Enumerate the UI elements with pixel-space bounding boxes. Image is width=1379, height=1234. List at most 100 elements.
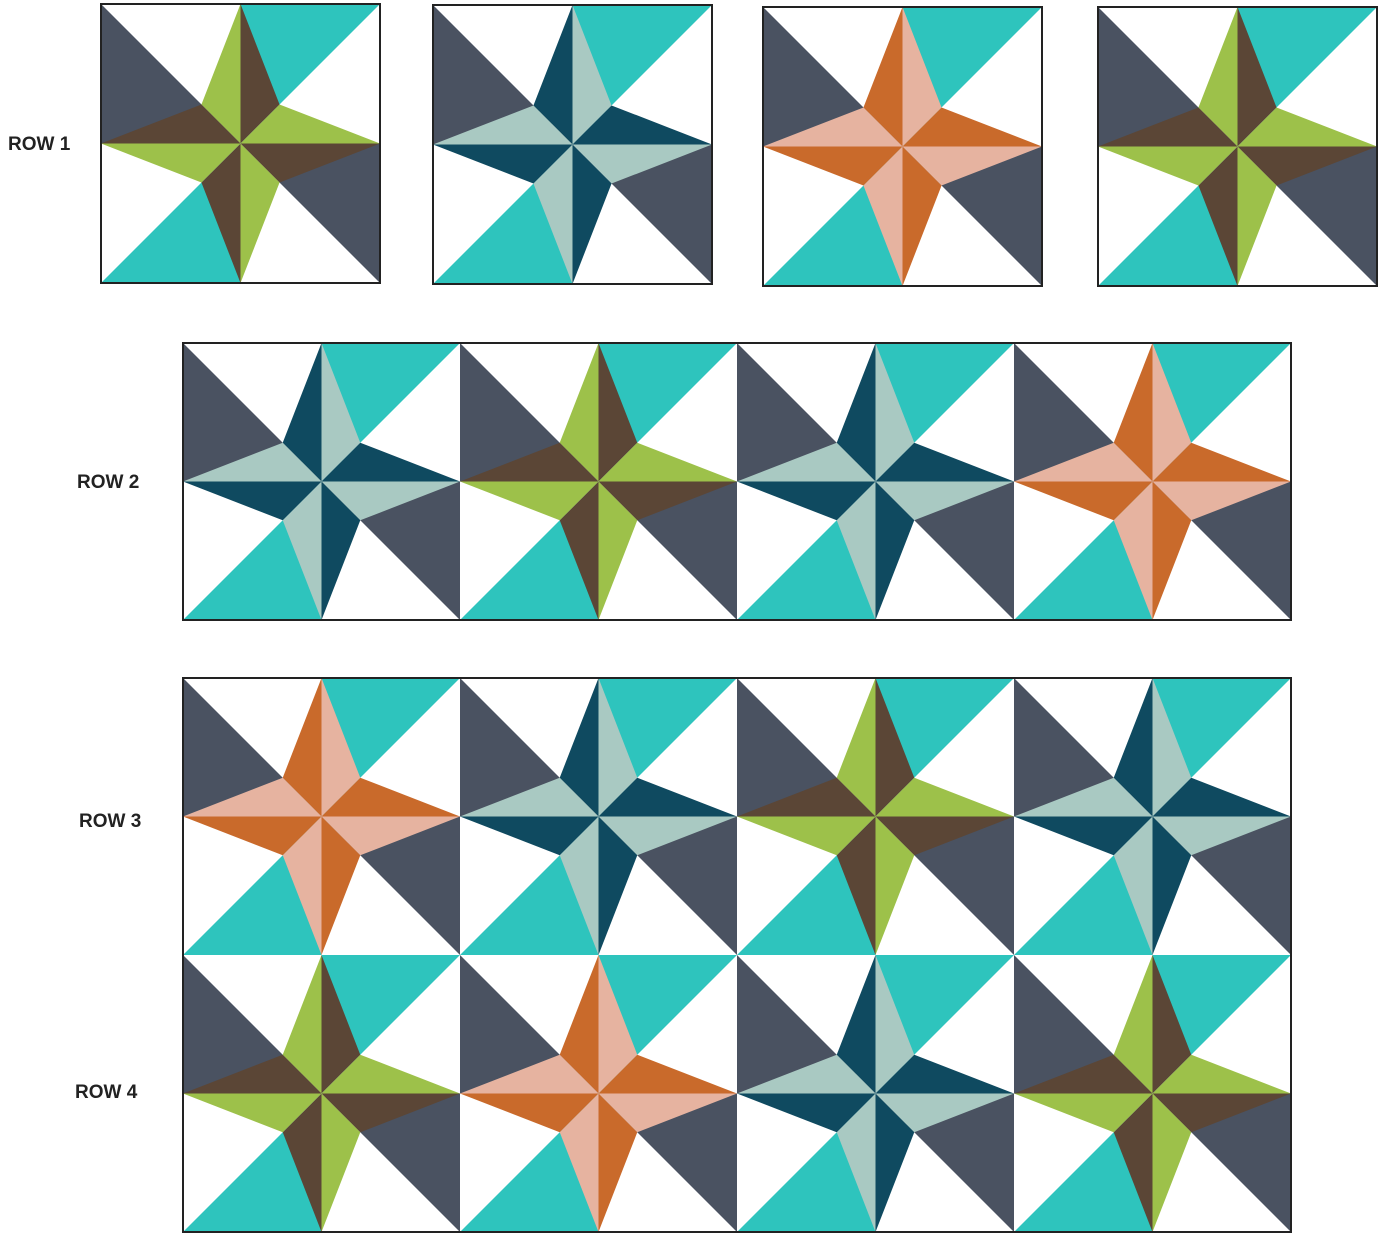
star-half [875,1093,1014,1133]
star-half [240,104,380,144]
star-half [1152,1093,1291,1133]
star-half [1152,816,1291,856]
star-half [1152,1093,1192,1232]
star-half [572,105,712,145]
star-half [875,343,915,482]
star-half [1014,481,1153,521]
star-half [1152,1054,1291,1094]
star-half [763,146,903,186]
star-half [321,1054,460,1094]
star-half [902,146,1042,186]
star-half [1152,816,1192,955]
star-half [572,144,712,184]
star-half [1113,1093,1153,1232]
star-half [321,678,361,817]
star-half [598,442,737,482]
star-half [1152,777,1291,817]
star-half [1237,146,1277,286]
star-half [1152,481,1291,521]
star-half [1198,7,1238,147]
star-half [282,343,322,482]
star-half [559,1093,599,1232]
star-half [201,143,241,283]
star-half [902,107,1042,147]
star-half [598,481,638,620]
star-half [240,4,280,144]
star-half [460,816,599,856]
star-half [321,481,361,620]
star-half [875,481,915,620]
block-border [1097,6,1378,287]
star-half [1113,481,1153,620]
star-half [460,777,599,817]
star-half [321,816,460,856]
star-half [598,955,638,1094]
star-half [460,481,599,521]
star-half [321,1093,460,1133]
star-half [321,816,361,955]
row-label: ROW 4 [75,1082,138,1103]
star-half [240,143,380,183]
star-half [460,1093,599,1133]
star-half [1113,343,1153,482]
star-half [201,4,241,144]
star-half [598,1093,737,1133]
row-label: ROW 2 [77,472,139,493]
star-half [1237,107,1377,147]
star-half [282,1093,322,1232]
star-half [598,816,737,856]
star-half [282,816,322,955]
star-half [183,481,322,521]
star-half [183,1054,322,1094]
star-half [863,7,903,147]
star-half [598,678,638,817]
star-half [902,146,942,286]
star-half [533,5,573,145]
star-half [1152,343,1192,482]
star-half [1098,146,1238,186]
star-half [240,143,280,283]
star-half [875,955,915,1094]
star-half [875,777,1014,817]
star-half [559,816,599,955]
star-half [1237,7,1277,147]
star-half [875,1054,1014,1094]
star-half [1152,442,1291,482]
star-half [321,442,460,482]
star-half [763,107,903,147]
star-half [282,678,322,817]
row-border [182,342,1292,621]
star-half [1113,678,1153,817]
star-half [836,955,876,1094]
star-half [875,442,1014,482]
star-half [1014,777,1153,817]
star-half [836,816,876,955]
star-half [533,144,573,284]
star-half [875,481,1014,521]
star-half [101,143,241,183]
star-half [1113,816,1153,955]
star-half [559,343,599,482]
star-half [183,1093,322,1133]
star-half [572,5,612,145]
block-border [100,3,381,284]
star-half [836,678,876,817]
star-half [598,1054,737,1094]
star-half [875,678,915,817]
row-label: ROW 3 [79,811,141,832]
star-half [875,816,1014,856]
star-half [598,777,737,817]
star-half [737,1093,876,1133]
star-half [1014,442,1153,482]
star-half [598,1093,638,1232]
row-label: ROW 1 [8,134,71,155]
star-half [1237,146,1377,186]
star-half [737,481,876,521]
star-half [460,442,599,482]
star-half [321,777,460,817]
star-half [559,678,599,817]
star-half [1014,1093,1153,1133]
star-half [559,955,599,1094]
star-half [183,442,322,482]
star-half [737,442,876,482]
